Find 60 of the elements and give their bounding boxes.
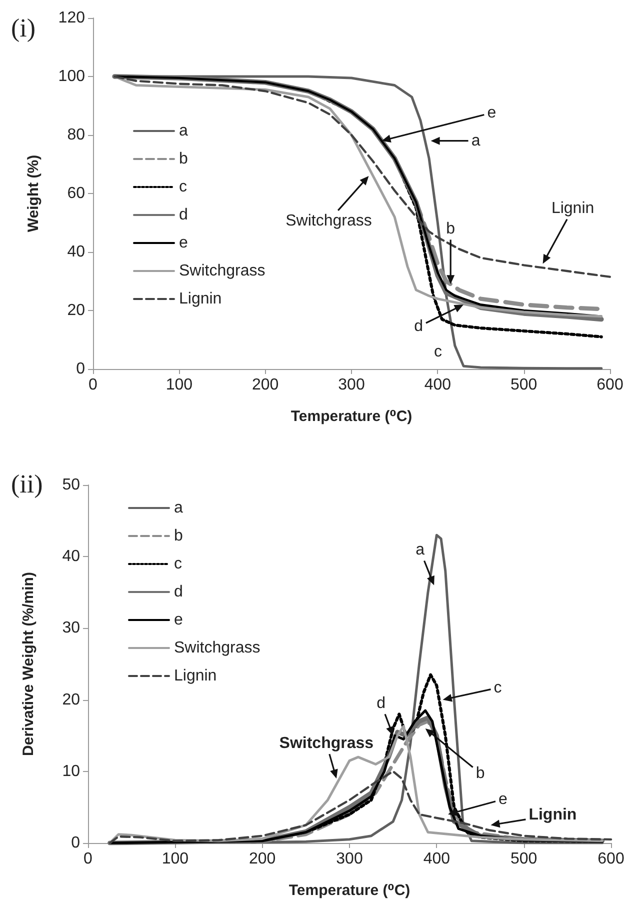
- y-tick-label: 80: [67, 126, 86, 144]
- annotation: b: [446, 220, 456, 238]
- legend-label: Lignin: [179, 290, 222, 308]
- x-tick-label: 400: [424, 376, 452, 394]
- chart-title: (ii): [11, 470, 43, 498]
- legend-label: a: [174, 500, 183, 516]
- x-tick-label: 300: [338, 376, 365, 394]
- annotation: Switchgrass: [286, 212, 372, 230]
- y-tick-label: 0: [76, 360, 86, 378]
- y-tick-label: 50: [62, 476, 80, 494]
- legend-label: Switchgrass: [174, 640, 260, 656]
- legend-label: b: [179, 150, 188, 168]
- y-tick-label: 40: [67, 244, 86, 260]
- legend-label: Switchgrass: [179, 262, 266, 280]
- legend-label: c: [179, 178, 187, 196]
- y-tick-label: 10: [62, 762, 80, 780]
- x-tick-label: 0: [88, 376, 98, 394]
- y-tick-label: 120: [58, 10, 86, 26]
- annotation: d: [414, 318, 423, 336]
- legend-label: e: [174, 612, 183, 628]
- legend-label: Lignin: [174, 668, 217, 684]
- y-tick-label: 40: [62, 548, 80, 566]
- x-tick-label: 400: [423, 850, 450, 868]
- y-tick-label: 60: [67, 185, 86, 202]
- chart-title: (i): [11, 14, 36, 42]
- x-tick-label: 600: [596, 376, 624, 394]
- legend-label: d: [174, 584, 183, 600]
- y-axis-title: Derivative Weight (%/min): [20, 572, 37, 756]
- annotation: c: [434, 344, 442, 360]
- legend-label: d: [179, 206, 188, 224]
- legend-label: e: [179, 234, 188, 252]
- x-tick-label: 200: [252, 376, 279, 394]
- y-tick-label: 20: [62, 691, 80, 708]
- x-axis-title: Temperature (⁰C): [290, 408, 412, 425]
- annotation: Switchgrass: [279, 735, 374, 752]
- x-tick-label: 200: [248, 850, 276, 868]
- legend-label: c: [174, 556, 182, 572]
- x-tick-label: 500: [510, 376, 538, 394]
- annotation: a: [416, 542, 425, 559]
- x-tick-label: 100: [166, 376, 193, 394]
- x-axis-title: Temperature (⁰C): [288, 882, 410, 899]
- annotation: e: [487, 104, 496, 122]
- x-tick-label: 100: [162, 850, 189, 868]
- annotation: d: [376, 695, 386, 712]
- annotation: Lignin: [551, 200, 594, 218]
- y-tick-label: 30: [62, 620, 80, 637]
- y-tick-label: 100: [58, 68, 86, 85]
- x-tick-label: 600: [598, 850, 624, 868]
- legend-label: a: [179, 122, 188, 140]
- y-axis-title: Weight (%): [25, 154, 42, 232]
- y-tick-label: 0: [71, 834, 80, 852]
- annotation: b: [476, 764, 485, 782]
- annotation: Lignin: [528, 806, 577, 824]
- x-tick-label: 300: [336, 850, 363, 868]
- x-tick-label: 500: [510, 850, 538, 868]
- annotation: c: [494, 679, 502, 696]
- legend-label: b: [174, 528, 183, 544]
- annotation: e: [498, 790, 508, 808]
- y-tick-label: 20: [67, 302, 86, 319]
- annotation: a: [471, 132, 480, 150]
